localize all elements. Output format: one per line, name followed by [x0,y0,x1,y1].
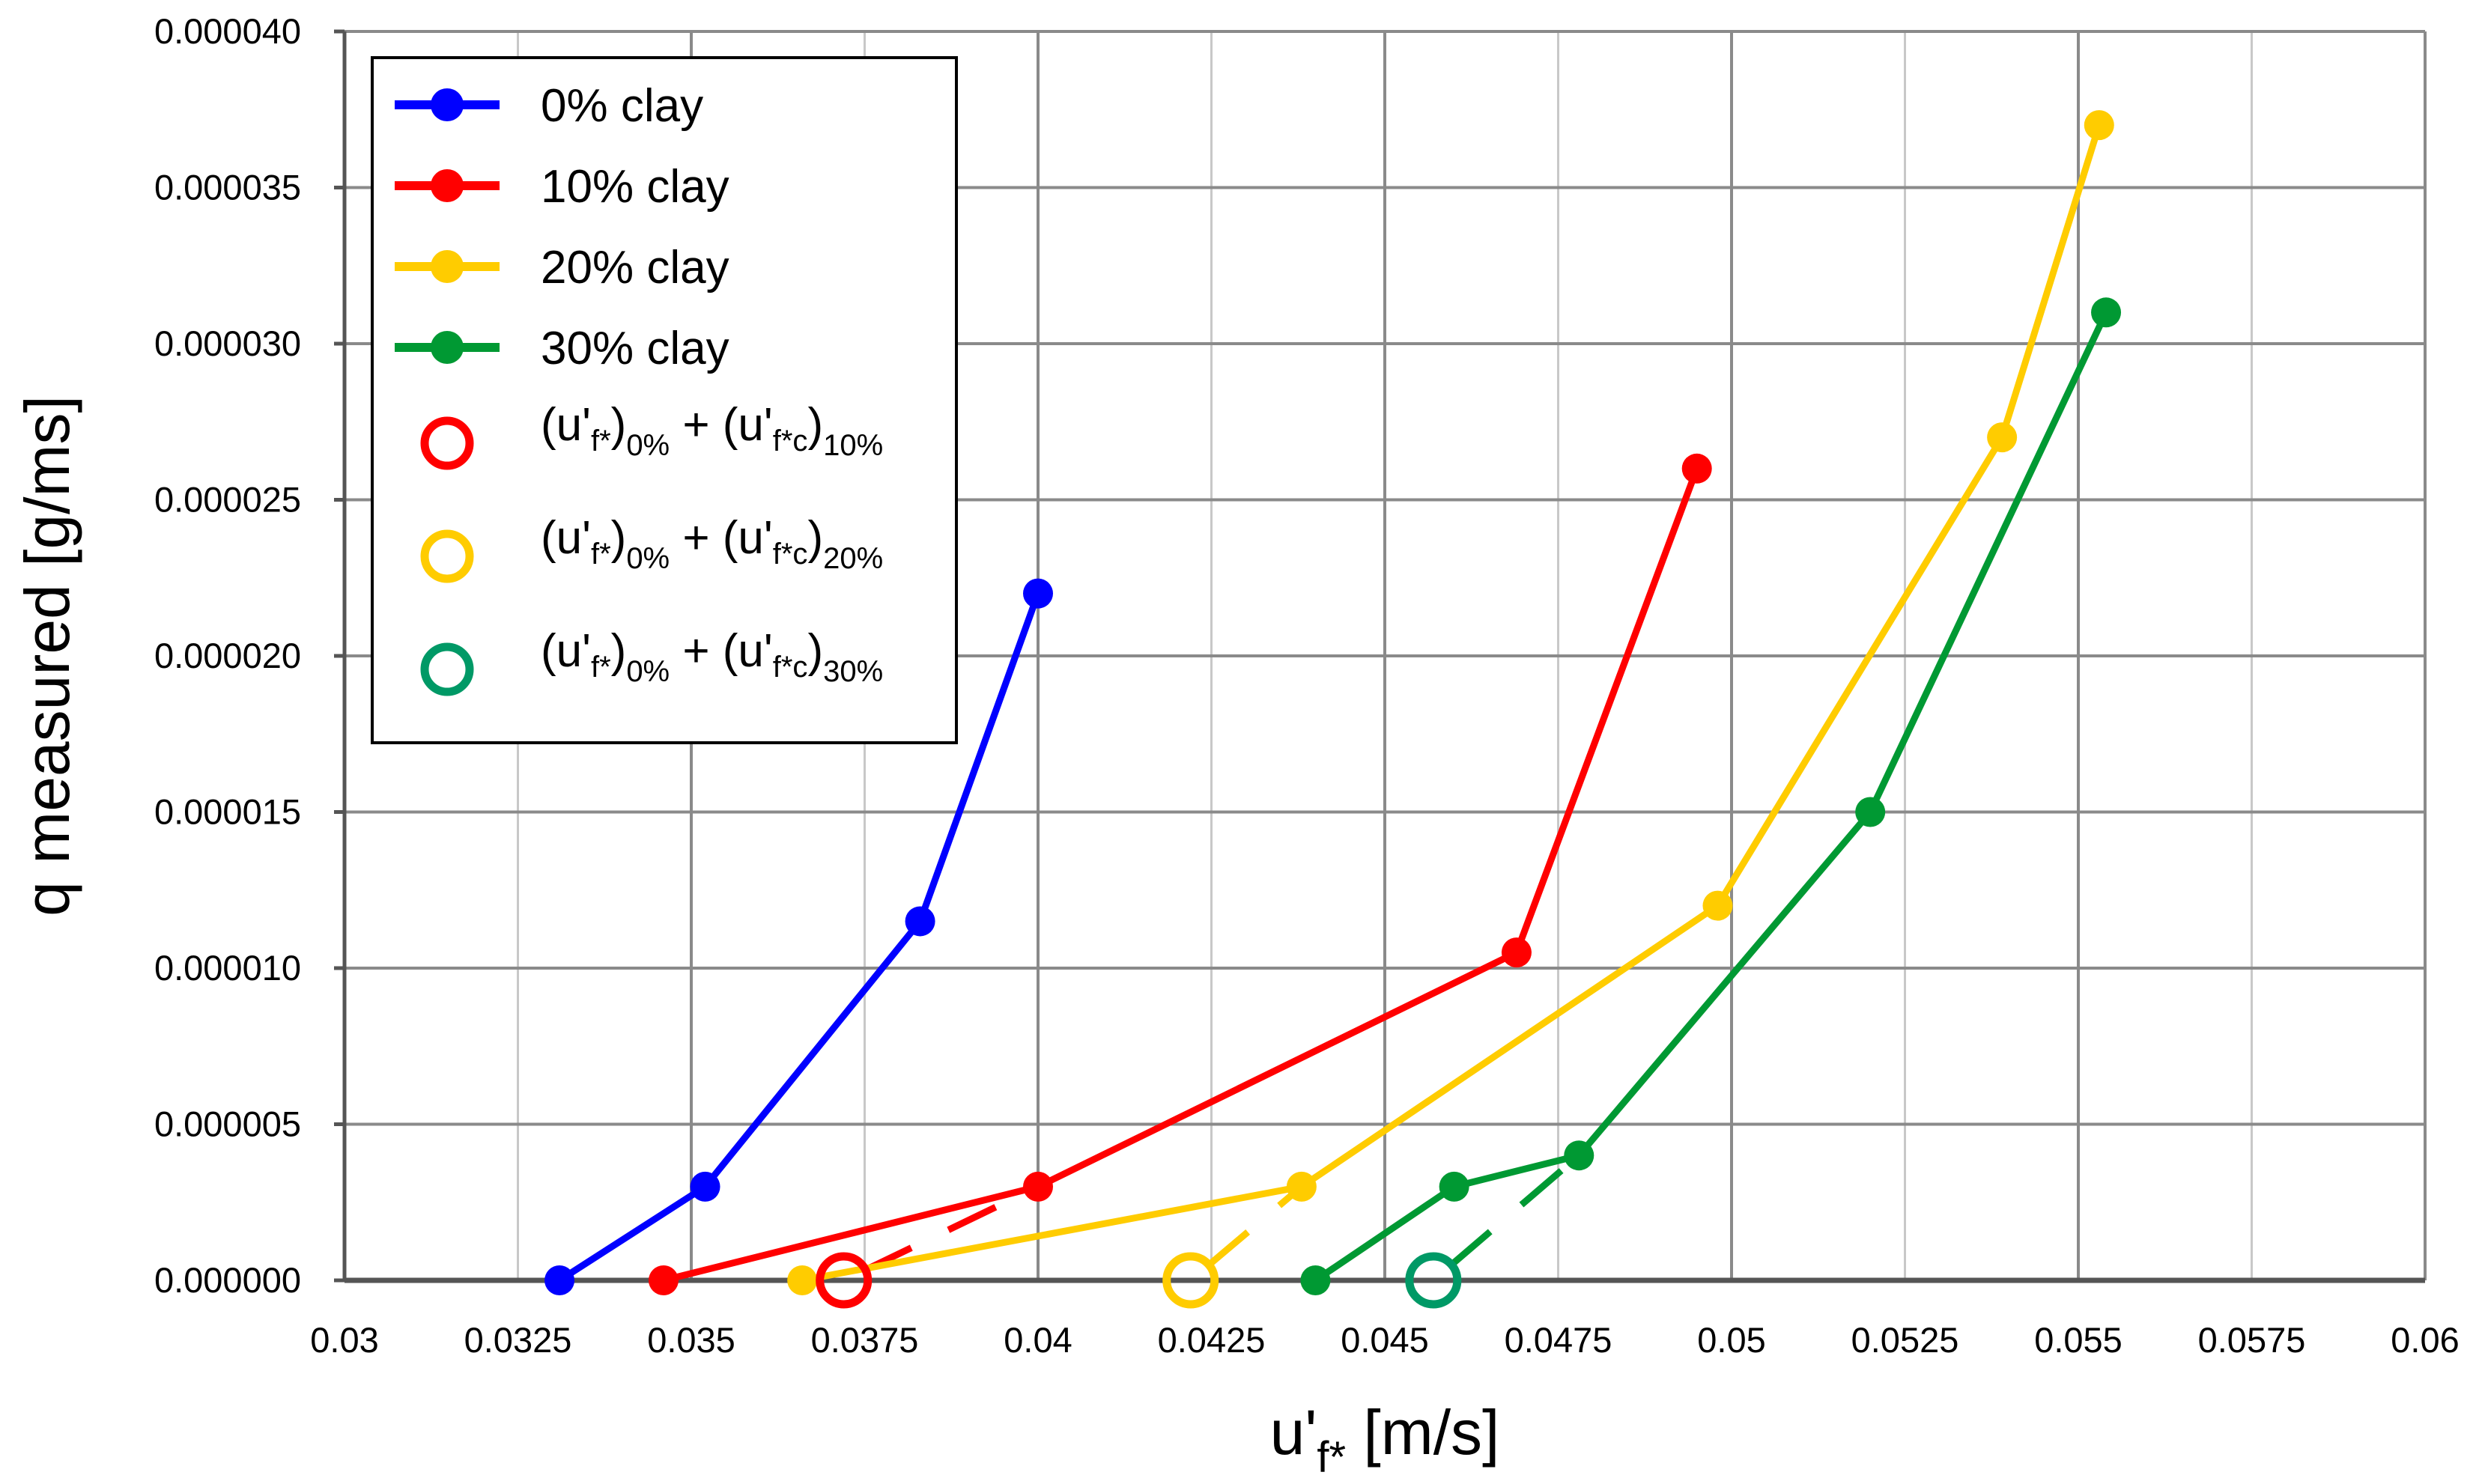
open-marker [816,1252,873,1309]
data-point [1023,578,1053,609]
legend-open-marker [420,642,474,696]
open-marker [1405,1252,1462,1309]
legend-label: 20% clay [541,242,729,294]
tick-labels: 0.03 0.0325 0.035 0.0375 0.04 0.0425 0.045 0.04… [154,11,2460,1360]
data-point [2084,110,2114,141]
data-point [1987,422,2018,453]
x-tick-label: 0.06 [2391,1320,2459,1360]
data-point [1501,937,1532,968]
y-tick-label: 0.000040 [154,11,301,51]
data-point [1439,1171,1469,1202]
y-tick-label: 0.000025 [154,480,301,520]
axes [334,29,2425,1283]
y-tick-label: 0.000005 [154,1104,301,1144]
y-tick-label: 0.000020 [154,636,301,675]
legend-marker [431,331,464,364]
data-series [544,110,2122,1309]
data-point [1855,797,1886,827]
data-point [1023,1171,1053,1202]
y-tick-label: 0.000000 [154,1260,301,1300]
x-tick-label: 0.0475 [1505,1320,1612,1360]
data-point [1681,453,1712,484]
x-tick-label: 0.03 [310,1320,378,1360]
legend-label: 30% clay [541,323,729,374]
x-axis-title: u'f* [m/s] [1270,1397,1500,1482]
data-point [1564,1140,1594,1171]
data-point [1702,890,1733,921]
y-tick-label: 0.000030 [154,323,301,363]
data-point [2091,297,2122,328]
data-point [787,1265,818,1295]
data-point [1286,1171,1317,1202]
legend-open-marker [420,416,474,470]
legend-open-label: (u'f*)0% + (u'f*c)10% [541,399,883,462]
legend-box [371,56,958,744]
legend-label: 0% clay [541,80,703,132]
legend-open-label: (u'f*)0% + (u'f*c)30% [541,625,883,688]
legend-open-marker [420,529,474,583]
legend-marker [431,250,464,283]
data-point [648,1265,679,1295]
y-axis-title: q measured [g/ms] [12,395,82,916]
legend-marker [431,169,464,202]
y-tick-label: 0.000035 [154,168,301,207]
series-line-10-clay [662,467,1700,1284]
data-point [544,1265,575,1295]
x-tick-label: 0.0425 [1158,1320,1266,1360]
x-tick-label: 0.0525 [1851,1320,1959,1360]
legend-marker [431,88,464,121]
data-point [1300,1265,1331,1295]
x-tick-label: 0.035 [647,1320,735,1360]
dashed-guide-line [1430,1152,1582,1283]
x-tick-label: 0.055 [2034,1320,2122,1360]
x-tick-label: 0.05 [1697,1320,1765,1360]
data-point [905,906,935,937]
x-tick-label: 0.0375 [811,1320,919,1360]
legend-open-label: (u'f*)0% + (u'f*c)20% [541,512,883,575]
x-tick-label: 0.0325 [464,1320,572,1360]
x-tick-label: 0.04 [1004,1320,1072,1360]
legend-label: 10% clay [541,161,729,213]
y-tick-label: 0.000015 [154,792,301,832]
legend: 0% clay 10% clay 20% clay 30% clay (u'f*)0% … [371,56,958,744]
y-tick-label: 0.000010 [154,948,301,988]
axis-titles: u'f* [m/s] q measured [g/ms] [12,395,1499,1482]
open-marker [1162,1252,1219,1309]
series-line-0-clay [557,592,1042,1283]
x-tick-label: 0.0575 [2198,1320,2306,1360]
data-point [690,1171,720,1202]
x-tick-label: 0.045 [1341,1320,1429,1360]
